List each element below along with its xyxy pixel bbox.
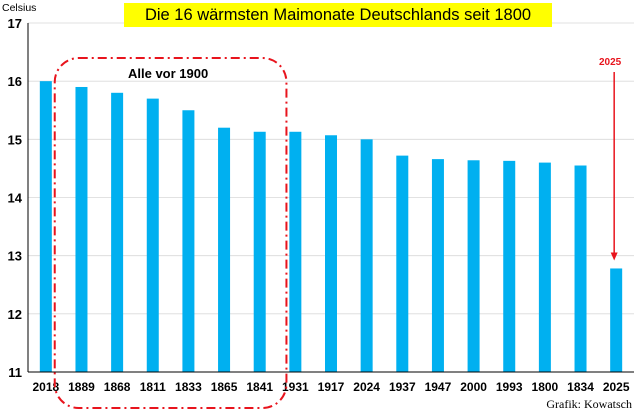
bar-1811: [146, 98, 159, 372]
group-annotation-label: Alle vor 1900: [128, 66, 209, 81]
x-tick-label: 1865: [211, 380, 238, 394]
y-tick-label: 15: [8, 132, 22, 147]
group-highlight-box: [53, 57, 288, 409]
x-tick-label: 1833: [175, 380, 202, 394]
x-tick-label: 1868: [104, 380, 131, 394]
x-tick-label: 2018: [32, 380, 59, 394]
x-tick-label: 2024: [353, 380, 380, 394]
y-tick-label: 11: [8, 365, 22, 380]
bar-1800: [538, 162, 551, 372]
y-tick-label: 17: [8, 16, 22, 31]
y-tick-labels: 11 12 13 14 15 16 17: [8, 16, 23, 380]
x-tick-label: 1947: [425, 380, 452, 394]
x-tick-label: 1811: [140, 380, 166, 394]
x-tick-label: 1993: [496, 380, 523, 394]
bar-2000: [467, 160, 480, 372]
bar-1937: [396, 155, 409, 372]
bar-1868: [111, 92, 124, 373]
y-tick-label: 16: [8, 74, 22, 89]
arrow-annotation-label: 2025: [599, 57, 622, 68]
y-axis-unit-label: Celsius: [2, 2, 37, 14]
x-tick-label: 1834: [567, 380, 594, 394]
annotations: [53, 57, 618, 409]
credit-text: Grafik: Kowatsch: [546, 397, 632, 411]
axes: [27, 23, 634, 373]
bar-1917: [325, 135, 337, 372]
x-tick-label: 1889: [68, 380, 95, 394]
bar-1841: [253, 131, 266, 372]
bar-1889: [75, 86, 88, 372]
y-tick-label: 14: [8, 191, 23, 206]
bar-2024: [360, 139, 373, 372]
bar-1834: [574, 165, 587, 372]
x-tick-label: 1931: [282, 380, 309, 394]
bar-1865: [218, 127, 231, 372]
bar-1947: [431, 159, 444, 372]
x-tick-label: 2025: [603, 380, 630, 394]
bar-2018: [39, 81, 52, 373]
y-tick-label: 12: [8, 307, 22, 322]
x-tick-label: 1917: [318, 380, 345, 394]
bar-1931: [289, 131, 302, 372]
bar-1993: [503, 160, 516, 372]
x-tick-label: 2000: [460, 380, 487, 394]
x-tick-label: 1841: [246, 380, 273, 394]
chart-title: Die 16 wärmsten Maimonate Deutschlands s…: [124, 3, 552, 27]
arrow-head: [610, 252, 618, 261]
x-tick-label: 1800: [532, 380, 559, 394]
bars: [39, 81, 623, 373]
x-tick-label: 1937: [389, 380, 416, 394]
y-tick-label: 13: [8, 249, 22, 264]
x-tick-labels: 2018 1889 1868 1811 1833 1865 1841 1931 1917 2024…: [32, 380, 629, 394]
bar-2025: [610, 268, 623, 372]
bar-1833: [182, 110, 195, 372]
